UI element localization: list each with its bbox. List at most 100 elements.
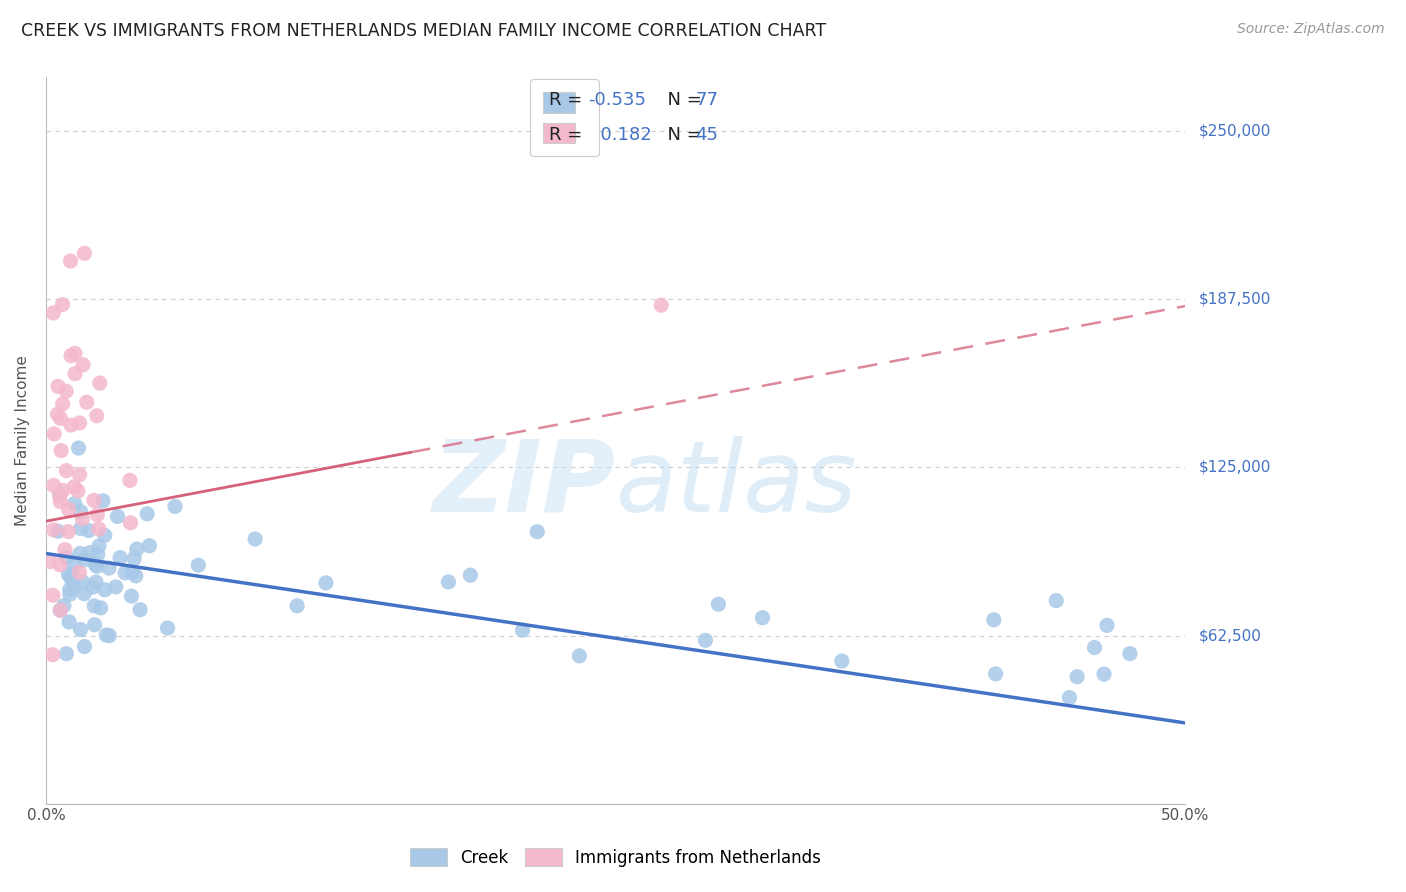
Point <box>114 566 136 580</box>
Point <box>69 623 91 637</box>
Point <box>55 464 77 478</box>
Point <box>55 550 77 565</box>
Point <box>1045 593 1067 607</box>
Point <box>72 512 94 526</box>
Point <box>73 246 96 260</box>
Point <box>707 597 730 611</box>
Point <box>52 599 75 613</box>
Point <box>76 395 98 409</box>
Point <box>73 587 96 601</box>
Point <box>108 550 131 565</box>
Point <box>156 621 179 635</box>
Point <box>48 489 70 503</box>
Point <box>983 613 1005 627</box>
Point <box>55 647 77 661</box>
Point <box>66 483 89 498</box>
Point <box>1066 670 1088 684</box>
Point <box>73 553 96 567</box>
Point <box>97 561 120 575</box>
Point <box>1059 690 1081 705</box>
Point <box>53 542 76 557</box>
Point <box>98 629 121 643</box>
Point <box>120 516 142 530</box>
Point <box>1095 618 1118 632</box>
Point <box>91 493 114 508</box>
Point <box>460 568 482 582</box>
Point <box>96 628 118 642</box>
Legend: Creek, Immigrants from Netherlands: Creek, Immigrants from Netherlands <box>402 840 830 875</box>
Text: N =: N = <box>657 127 707 145</box>
Point <box>751 611 773 625</box>
Point <box>49 558 72 572</box>
Point <box>58 567 80 582</box>
Point <box>39 555 62 569</box>
Point <box>72 574 94 589</box>
Point <box>1083 640 1105 655</box>
Point <box>63 580 86 594</box>
Point <box>94 528 117 542</box>
Text: ZIP: ZIP <box>433 435 616 533</box>
Point <box>69 505 91 519</box>
Point <box>72 358 94 372</box>
Point <box>41 648 63 662</box>
Point <box>1119 647 1142 661</box>
Text: R =: R = <box>550 127 588 145</box>
Point <box>58 615 80 629</box>
Point <box>138 539 160 553</box>
Point <box>86 409 108 423</box>
Point <box>59 571 82 585</box>
Point <box>187 558 209 573</box>
Point <box>104 580 127 594</box>
Point <box>650 298 672 312</box>
Point <box>49 411 72 425</box>
Point <box>46 379 69 393</box>
Point <box>63 497 86 511</box>
Point <box>77 524 100 538</box>
Y-axis label: Median Family Income: Median Family Income <box>15 355 30 526</box>
Point <box>42 426 65 441</box>
Point <box>163 500 186 514</box>
Point <box>48 487 70 501</box>
Point <box>79 546 101 560</box>
Point <box>125 569 148 583</box>
Point <box>125 541 148 556</box>
Point <box>83 493 105 508</box>
Point <box>42 523 65 537</box>
Point <box>129 603 152 617</box>
Point <box>136 507 159 521</box>
Point <box>51 297 73 311</box>
Point <box>46 407 69 421</box>
Point <box>90 600 112 615</box>
Point <box>83 617 105 632</box>
Point <box>82 580 104 594</box>
Text: 45: 45 <box>696 127 718 145</box>
Point <box>46 524 69 539</box>
Point <box>55 384 77 398</box>
Point <box>120 589 142 603</box>
Point <box>86 508 108 522</box>
Point <box>94 582 117 597</box>
Text: -0.535: -0.535 <box>589 91 647 109</box>
Point <box>42 478 65 492</box>
Point <box>87 522 110 536</box>
Point <box>118 474 141 488</box>
Point <box>59 254 82 268</box>
Point <box>285 599 308 613</box>
Point <box>695 633 717 648</box>
Point <box>63 367 86 381</box>
Point <box>58 524 80 539</box>
Point <box>69 522 91 536</box>
Point <box>60 566 83 581</box>
Point <box>42 306 65 320</box>
Point <box>49 603 72 617</box>
Point <box>437 574 460 589</box>
Point <box>49 443 72 458</box>
Text: $250,000: $250,000 <box>1199 124 1271 139</box>
Point <box>107 509 129 524</box>
Point <box>58 502 80 516</box>
Point <box>69 467 91 482</box>
Point <box>831 654 853 668</box>
Point <box>86 559 108 574</box>
Point <box>568 648 591 663</box>
Point <box>84 575 107 590</box>
